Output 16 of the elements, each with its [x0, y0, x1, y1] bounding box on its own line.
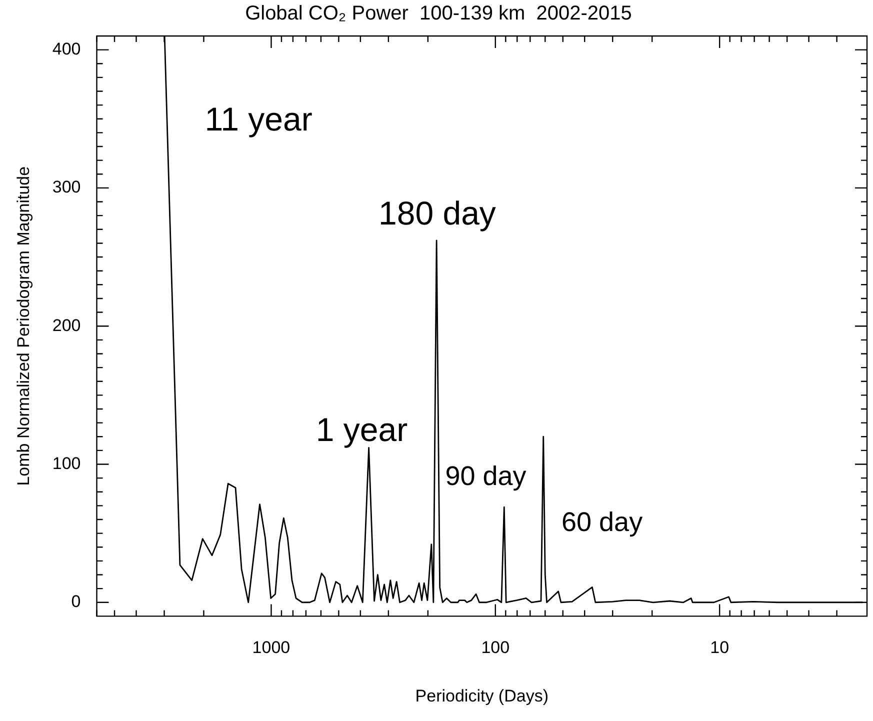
annotation: 180 day — [378, 194, 496, 232]
y-axis-title: Lomb Normalized Periodogram Magnitude — [14, 166, 33, 486]
annotation: 90 day — [445, 460, 527, 491]
chart-title: Global CO₂ Power 100-139 km 2002-2015 — [245, 2, 632, 25]
x-axis-title: Periodicity (Days) — [415, 686, 548, 706]
annotation: 60 day — [562, 506, 644, 537]
y-tick-label: 200 — [52, 316, 81, 335]
x-tick-label: 1000 — [252, 638, 290, 658]
y-tick-label: 300 — [52, 178, 81, 197]
y-tick-label: 0 — [71, 592, 81, 612]
annotation: 1 year — [316, 410, 408, 448]
x-tick-label: 10 — [710, 638, 730, 658]
annotation: 11 year — [204, 100, 312, 138]
x-tick-label: 100 — [481, 638, 510, 658]
y-tick-label: 100 — [52, 454, 81, 473]
y-tick-label: 400 — [52, 40, 81, 58]
